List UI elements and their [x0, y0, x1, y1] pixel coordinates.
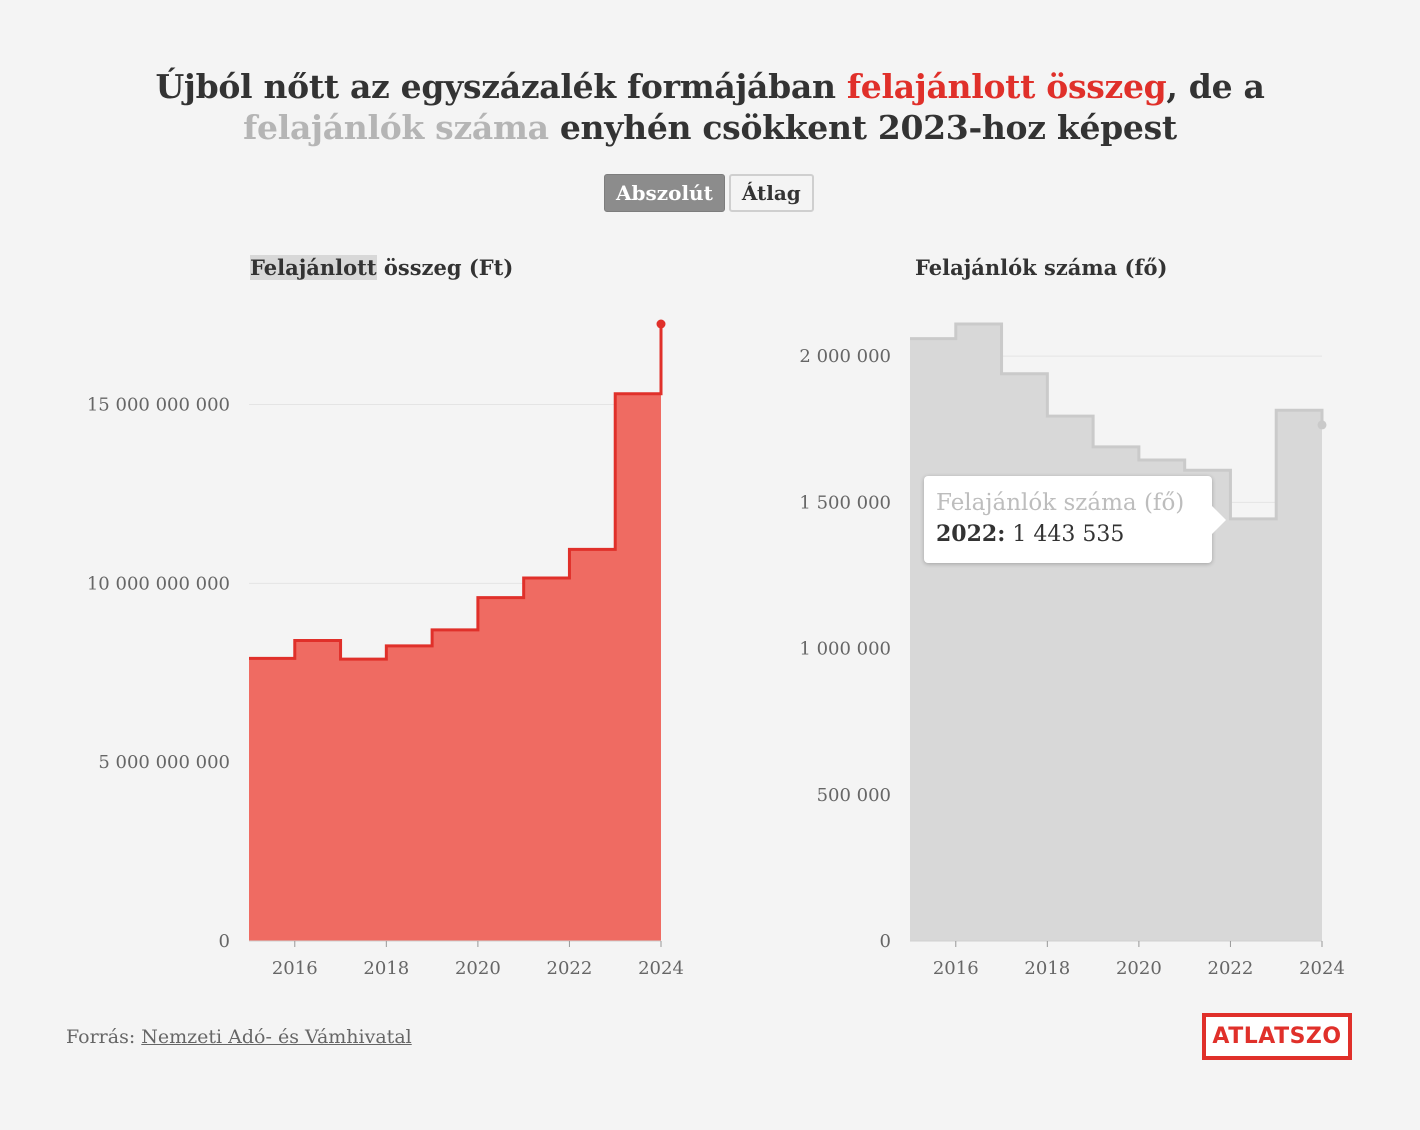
right-y-tick-label: 0	[880, 931, 891, 952]
right-y-tick-label: 1 000 000	[799, 639, 891, 660]
right-data-point[interactable]	[1090, 444, 1096, 450]
left-y-tick-label: 15 000 000 000	[87, 394, 230, 415]
right-x-tick-label: 2020	[1116, 958, 1162, 979]
tooltip-label: Felajánlók száma (fő)	[936, 490, 1185, 516]
tooltip-value-line: 2022: 1 443 535	[936, 518, 1200, 551]
right-y-tick-label: 500 000	[817, 785, 891, 806]
left-end-dot[interactable]	[656, 319, 666, 329]
right-data-point[interactable]	[1227, 516, 1233, 522]
left-panel-title-rest: összeg (Ft)	[376, 255, 514, 280]
chart-title: Újból nőtt az egyszázalék formájában fel…	[60, 66, 1360, 148]
right-data-point[interactable]	[907, 336, 913, 342]
left-data-point[interactable]	[566, 546, 572, 552]
right-data-point[interactable]	[999, 371, 1005, 377]
left-data-point[interactable]	[246, 655, 252, 661]
left-x-tick-label: 2016	[272, 958, 318, 979]
right-data-point[interactable]	[953, 321, 959, 327]
right-x-tick-label: 2022	[1208, 958, 1254, 979]
tooltip-value: 1 443 535	[1012, 522, 1125, 547]
right-y-tick-label: 2 000 000	[799, 346, 891, 367]
title-part-2: , de a	[1166, 67, 1265, 106]
left-data-point[interactable]	[383, 643, 389, 649]
right-end-dot[interactable]	[1317, 420, 1327, 430]
right-data-point[interactable]	[1044, 413, 1050, 419]
left-data-point[interactable]	[338, 656, 344, 662]
left-step-line	[249, 324, 663, 661]
left-x-tick-label: 2018	[363, 958, 409, 979]
left-y-tick-label: 0	[219, 931, 230, 952]
right-area	[910, 324, 1322, 941]
left-panel-title-highlight: Felajánlott	[250, 255, 377, 280]
left-y-tick-label: 10 000 000 000	[87, 573, 230, 594]
title-red-highlight: felajánlott összeg	[846, 67, 1167, 106]
left-data-point[interactable]	[292, 638, 298, 644]
title-part-1: Újból nőtt az egyszázalék formájában	[155, 67, 847, 106]
right-data-point[interactable]	[1136, 457, 1142, 463]
source-note: Forrás: Nemzeti Adó- és Vámhivatal	[66, 1026, 412, 1048]
right-x-tick-label: 2016	[933, 958, 979, 979]
right-y-tick-label: 1 500 000	[799, 492, 891, 513]
left-x-tick-label: 2020	[455, 958, 501, 979]
right-data-point[interactable]	[1273, 407, 1279, 413]
left-x-tick-label: 2022	[547, 958, 593, 979]
left-data-point[interactable]	[429, 627, 435, 633]
left-area	[249, 324, 661, 941]
absolute-button[interactable]: Abszolút	[604, 174, 725, 212]
right-x-tick-label: 2024	[1299, 958, 1345, 979]
left-y-tick-label: 5 000 000 000	[98, 752, 230, 773]
right-panel-title: Felajánlók száma (fő)	[915, 255, 1168, 280]
left-chart: 0 5 000 000 000 10 000 000 000 15 000 000 0…	[87, 319, 684, 979]
average-button[interactable]: Átlag	[728, 174, 814, 212]
left-x-tick-label: 2024	[638, 958, 684, 979]
right-x-tick-label: 2018	[1024, 958, 1070, 979]
view-toggle: Abszolút Átlag	[604, 174, 814, 212]
source-prefix: Forrás:	[66, 1026, 142, 1048]
left-panel-title: Felajánlott összeg (Ft)	[250, 255, 513, 281]
tooltip: Felajánlók száma (fő) 2022: 1 443 535	[924, 476, 1226, 563]
tooltip-year: 2022:	[936, 521, 1006, 547]
title-gray-highlight: felajánlók száma	[243, 108, 549, 147]
right-step-line	[910, 322, 1324, 521]
left-data-point[interactable]	[612, 391, 618, 397]
title-part-3: enyhén csökkent 2023-hoz képest	[548, 108, 1177, 147]
right-data-point[interactable]	[1182, 467, 1188, 473]
atlatszo-logo: ATLATSZO	[1202, 1013, 1352, 1060]
right-chart: 0 500 000 1 000 000 1 500 000 2 000 000 2016 2…	[799, 321, 1345, 979]
source-link[interactable]: Nemzeti Adó- és Vámhivatal	[141, 1026, 412, 1048]
left-data-point[interactable]	[475, 595, 481, 601]
left-data-point[interactable]	[521, 575, 527, 581]
